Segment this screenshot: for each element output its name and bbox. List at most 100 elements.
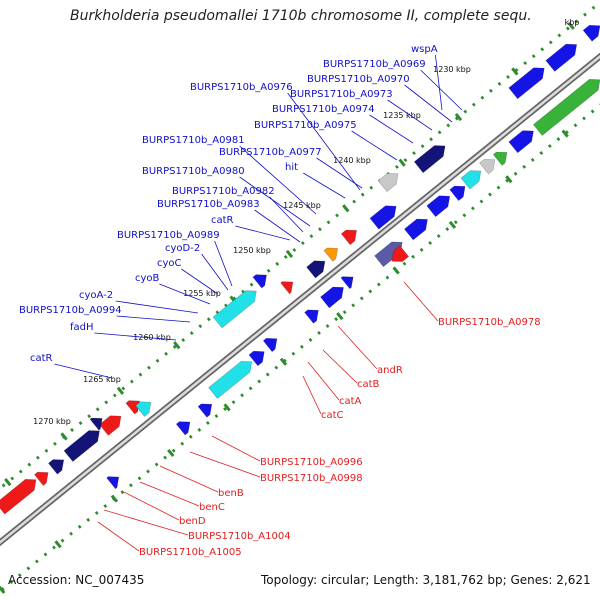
scale-major-tick	[398, 158, 406, 167]
gene-label-reverse: BURPS1710b_A1005	[139, 547, 242, 558]
gene-label-forward: wspA	[411, 44, 438, 55]
gene-label-forward-leader	[94, 332, 177, 341]
scale-major-tick	[454, 113, 463, 122]
gene-arrow	[492, 151, 508, 166]
gene-label-forward: cyoC	[157, 258, 182, 269]
gene-label-reverse: BURPS1710b_A0998	[260, 473, 363, 484]
gene-arrow	[34, 471, 49, 486]
gene-arrow	[197, 403, 213, 418]
gene-arrow	[369, 205, 397, 230]
gene-label-reverse: benD	[179, 516, 206, 527]
kbp-tick-label: 1240 kbp	[333, 156, 371, 165]
gene-arrow	[63, 430, 100, 462]
gene-arrow	[403, 218, 428, 241]
scale-major-tick	[448, 220, 457, 229]
topology-text: Topology: circular; Length: 3,181,762 bp…	[261, 573, 591, 587]
gene-arrow	[532, 78, 600, 136]
gene-label-forward: BURPS1710b_A0981	[142, 135, 245, 146]
gene-label-reverse: andR	[377, 365, 403, 376]
gene-label-forward-leader	[115, 300, 199, 314]
gene-arrow	[340, 229, 357, 246]
gene-label-forward: catR	[30, 353, 53, 364]
gene-label-reverse: BURPS1710b_A0996	[260, 457, 363, 468]
gene-label-forward-leader	[287, 92, 361, 191]
gene-label-forward: BURPS1710b_A0975	[254, 120, 357, 131]
gene-label-reverse: benB	[218, 488, 244, 499]
kbp-tick-label: 1255 kbp	[183, 289, 221, 298]
gene-label-reverse-leader	[123, 491, 180, 521]
gene-arrow	[248, 350, 265, 367]
kbp-tick-label: 1260 kbp	[133, 333, 171, 342]
gene-label-forward: BURPS1710b_A0969	[323, 59, 426, 70]
gene-label-forward: fadH	[70, 322, 94, 333]
gene-label-reverse: catB	[357, 379, 380, 390]
gene-label-forward-leader	[420, 69, 463, 111]
gene-label-forward-leader	[351, 130, 398, 161]
gene-label-forward: BURPS1710b_A0977	[219, 147, 322, 158]
gene-label-forward-leader	[239, 176, 311, 227]
gene-arrow	[479, 158, 496, 175]
gene-arrow	[89, 417, 103, 431]
scale-major-tick	[54, 540, 62, 549]
scale-rail-1	[0, 103, 600, 592]
gene-label-forward: BURPS1710b_A0982	[172, 186, 275, 197]
kbp-tick-label: 1270 kbp	[33, 417, 71, 426]
kbp-tick-label: kbp	[565, 18, 580, 27]
gene-arrow	[280, 281, 294, 295]
scale-major-tick	[4, 478, 12, 487]
gene-label-forward: BURPS1710b_A0980	[142, 166, 245, 177]
gene-label-forward: catR	[211, 215, 234, 226]
kbp-tick-label: 1245 kbp	[283, 201, 321, 210]
gene-arrow	[304, 309, 319, 324]
gene-label-forward: BURPS1710b_A0983	[157, 199, 260, 210]
gene-label-reverse-leader	[403, 281, 439, 322]
backbone-highlight	[0, 54, 600, 544]
gene-label-forward-leader	[404, 84, 453, 123]
scale-major-tick	[0, 585, 6, 594]
gene-label-forward-leader	[214, 240, 233, 287]
gene-label-reverse-leader	[302, 375, 322, 415]
scale-major-tick	[511, 67, 519, 76]
gene-label-reverse-leader	[322, 349, 358, 384]
gene-label-forward: BURPS1710b_A0973	[290, 89, 393, 100]
gene-arrow	[262, 337, 278, 353]
gene-label-forward-leader	[254, 209, 301, 243]
gene-label-forward: BURPS1710b_A0989	[117, 230, 220, 241]
gene-arrow	[135, 401, 152, 417]
gene-label-reverse-leader	[189, 451, 261, 478]
gene-arrow	[340, 276, 354, 290]
gene-label-forward: hit	[285, 162, 298, 173]
gene-label-forward: cyoA-2	[79, 290, 113, 301]
gene-label-forward-leader	[369, 114, 414, 144]
gene-label-reverse-leader	[211, 435, 261, 462]
gene-label-reverse: benC	[199, 502, 225, 513]
gene-label-forward: BURPS1710b_A0976	[190, 82, 293, 93]
scale-major-tick	[285, 249, 294, 259]
gene-arrow	[0, 478, 37, 515]
gene-arrow	[508, 67, 545, 100]
gene-arrow	[212, 290, 257, 329]
scale-major-tick	[392, 266, 400, 275]
gene-arrow	[48, 459, 65, 475]
kbp-tick-label: 1235 kbp	[383, 111, 421, 120]
gene-label-forward: BURPS1710b_A0974	[272, 104, 375, 115]
gene-arrow	[377, 172, 399, 193]
gene-label-forward-leader	[316, 157, 363, 189]
scale-rail-0	[0, 0, 600, 491]
gene-arrow	[413, 145, 446, 174]
gene-label-forward: BURPS1710b_A0970	[307, 74, 410, 85]
scale-major-tick	[561, 129, 569, 138]
scale-major-tick	[173, 341, 181, 350]
gene-label-reverse: BURPS1710b_A0978	[438, 317, 541, 328]
gene-arrow	[426, 195, 451, 218]
gene-arrow	[125, 400, 140, 415]
scale-major-tick	[279, 357, 288, 366]
gene-label-reverse-leader	[307, 361, 340, 401]
gene-label-forward-leader	[116, 315, 191, 323]
gene-label-forward-leader	[235, 225, 291, 241]
gene-label-forward-leader	[435, 54, 443, 111]
gene-label-forward-leader	[269, 196, 304, 233]
gene-label-forward-leader	[201, 253, 229, 291]
